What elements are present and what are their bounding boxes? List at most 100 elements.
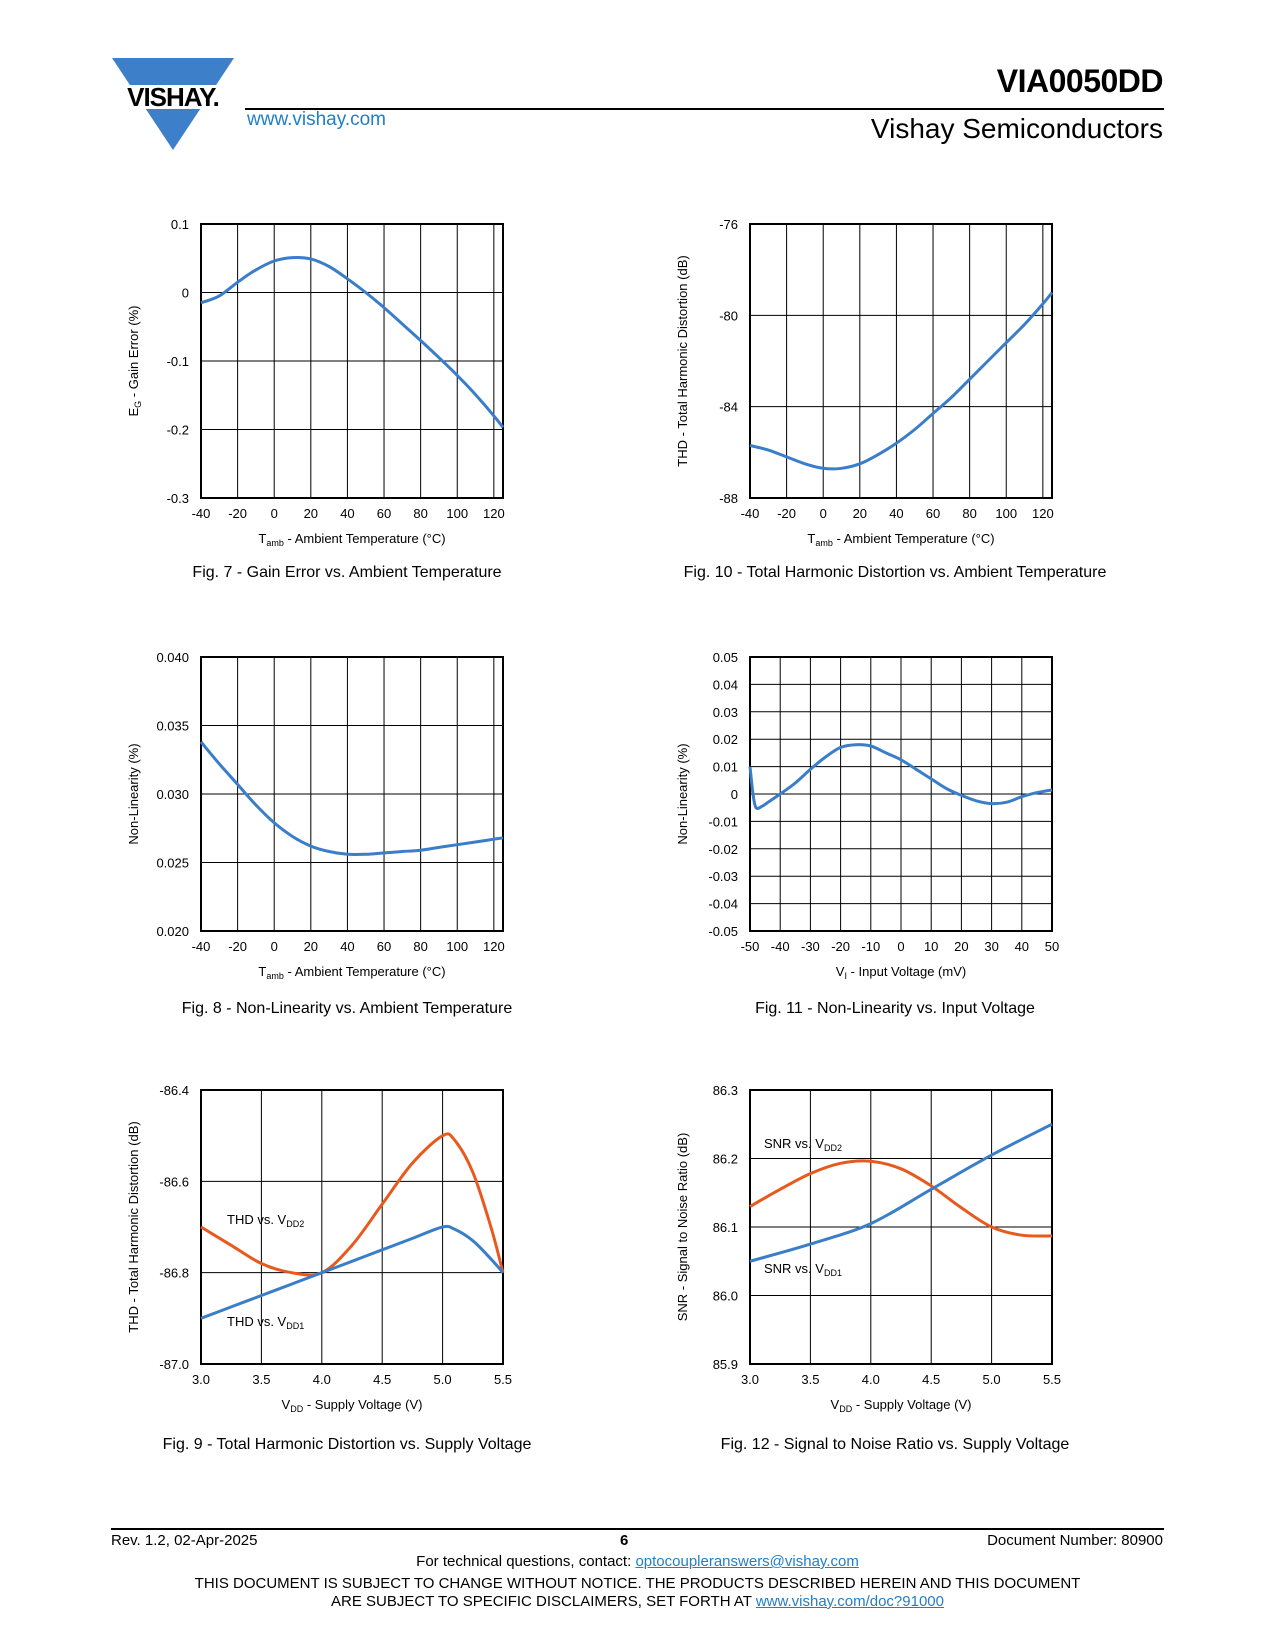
svg-text:VISHAY.: VISHAY. bbox=[127, 82, 219, 112]
y-tick-label: 0.040 bbox=[156, 650, 189, 665]
y-tick-label: -87.0 bbox=[159, 1357, 189, 1372]
fig10-chart: -40 -20 0 20 40 60 80 100 120 -88 -84 -80 -76 Tamb - … bbox=[675, 217, 1054, 548]
disclaimer-line-2: ARE SUBJECT TO SPECIFIC DISCLAIMERS, SET… bbox=[0, 1593, 1275, 1611]
x-axis-label: Tamb - Ambient Temperature (°C) bbox=[258, 531, 445, 548]
y-tick-label: -0.02 bbox=[708, 842, 738, 857]
x-tick-label: 3.0 bbox=[741, 1372, 759, 1387]
series-line-0 bbox=[748, 743, 1053, 810]
x-tick-label: 80 bbox=[413, 939, 427, 954]
fig9-caption: Fig. 9 - Total Harmonic Distortion vs. S… bbox=[162, 1436, 532, 1453]
x-tick-label: -20 bbox=[228, 506, 247, 521]
x-tick-label: 4.0 bbox=[313, 1372, 331, 1387]
contact-line: For technical questions, contact: optoco… bbox=[0, 1553, 1275, 1570]
y-axis-label: SNR - Signal to Noise Ratio (dB) bbox=[675, 1133, 690, 1322]
x-tick-label: 60 bbox=[377, 506, 391, 521]
fig12-chart: 3.0 3.5 4.0 4.5 5.0 5.5 85.9 86.0 86.1 86.2 86.3 VD… bbox=[675, 1083, 1061, 1414]
y-tick-label: 86.2 bbox=[713, 1152, 738, 1167]
disclaimer-link[interactable]: www.vishay.com/doc?91000 bbox=[755, 1593, 944, 1610]
y-tick-label: -84 bbox=[719, 400, 738, 415]
x-tick-label: 20 bbox=[853, 506, 867, 521]
x-tick-label: -50 bbox=[741, 939, 760, 954]
y-tick-label: 86.0 bbox=[713, 1289, 738, 1304]
x-tick-label: 80 bbox=[413, 506, 427, 521]
y-tick-label: -0.1 bbox=[167, 354, 189, 369]
y-tick-label: 86.1 bbox=[713, 1220, 738, 1235]
page-number: 6 bbox=[620, 1532, 629, 1549]
x-tick-label: 5.5 bbox=[1043, 1372, 1061, 1387]
contact-text: For technical questions, contact: bbox=[416, 1553, 636, 1570]
x-tick-label: 30 bbox=[984, 939, 998, 954]
series-line-0 bbox=[200, 1132, 505, 1277]
y-tick-label: -0.05 bbox=[708, 924, 738, 939]
x-tick-label: 80 bbox=[962, 506, 976, 521]
y-tick-label: -76 bbox=[719, 217, 738, 232]
x-tick-label: -20 bbox=[831, 939, 850, 954]
fig9-chart: 3.0 3.5 4.0 4.5 5.0 5.5 -87.0 -86.8 -86.6 -86.4 VD… bbox=[126, 1083, 512, 1414]
disclaimer-text: ARE SUBJECT TO SPECIFIC DISCLAIMERS, SET… bbox=[331, 1593, 756, 1610]
y-tick-label: 0.01 bbox=[713, 760, 738, 775]
contact-email-link[interactable]: optocoupleranswers@vishay.com bbox=[635, 1553, 859, 1570]
y-tick-label: 0.035 bbox=[156, 719, 189, 734]
series-line-0 bbox=[200, 255, 505, 429]
series-line-1 bbox=[200, 1224, 505, 1320]
fig11-chart: -50 -40 -30 -20 -10 0 10 20 30 40 50 -0.05 -0.04 -0.0… bbox=[675, 650, 1059, 981]
y-tick-label: 0.04 bbox=[713, 677, 738, 692]
series-annotation: SNR vs. VDD2 bbox=[764, 1136, 842, 1153]
x-tick-label: 120 bbox=[483, 939, 505, 954]
footer-rule bbox=[111, 1528, 1164, 1530]
y-tick-label: -88 bbox=[719, 491, 738, 506]
x-tick-label: 0 bbox=[897, 939, 904, 954]
x-tick-label: 10 bbox=[924, 939, 938, 954]
y-tick-label: -0.01 bbox=[708, 814, 738, 829]
y-tick-label: 0.025 bbox=[156, 856, 189, 871]
series-annotation: SNR vs. VDD1 bbox=[764, 1261, 842, 1278]
x-tick-label: 20 bbox=[304, 939, 318, 954]
x-tick-label: 40 bbox=[1015, 939, 1029, 954]
x-tick-label: 5.0 bbox=[983, 1372, 1001, 1387]
x-tick-label: 20 bbox=[304, 506, 318, 521]
vishay-logo: VISHAY. bbox=[110, 58, 236, 150]
y-axis-label: EG - Gain Error (%) bbox=[126, 305, 143, 416]
series-annotation: THD vs. VDD1 bbox=[227, 1314, 304, 1331]
y-tick-label: 86.3 bbox=[713, 1083, 738, 1098]
x-tick-label: 3.0 bbox=[192, 1372, 210, 1387]
x-tick-label: -10 bbox=[861, 939, 880, 954]
x-tick-label: -20 bbox=[777, 506, 796, 521]
x-tick-label: -40 bbox=[192, 506, 211, 521]
x-tick-label: 5.0 bbox=[434, 1372, 452, 1387]
part-number: VIA0050DD bbox=[996, 63, 1164, 99]
y-tick-label: -0.03 bbox=[708, 869, 738, 884]
fig11-caption: Fig. 11 - Non-Linearity vs. Input Voltag… bbox=[755, 1000, 1035, 1017]
header-rule bbox=[245, 108, 1164, 110]
fig8-caption: Fig. 8 - Non-Linearity vs. Ambient Tempe… bbox=[181, 1000, 513, 1017]
x-tick-label: 0 bbox=[820, 506, 827, 521]
fig7-chart: -40 -20 0 20 40 60 80 100 120 -0.3 -0.2 -0.1 0 0.1 Tam… bbox=[126, 217, 505, 548]
x-tick-label: 4.0 bbox=[862, 1372, 880, 1387]
x-tick-label: -30 bbox=[801, 939, 820, 954]
x-tick-label: 4.5 bbox=[922, 1372, 940, 1387]
x-tick-label: 3.5 bbox=[252, 1372, 270, 1387]
x-tick-label: 5.5 bbox=[494, 1372, 512, 1387]
series-line-0 bbox=[749, 1159, 1053, 1238]
x-axis-label: VI - Input Voltage (mV) bbox=[836, 964, 966, 981]
y-axis-label: THD - Total Harmonic Distortion (dB) bbox=[126, 1121, 141, 1332]
x-tick-label: -20 bbox=[228, 939, 247, 954]
fig10-caption: Fig. 10 - Total Harmonic Distortion vs. … bbox=[683, 564, 1107, 581]
y-axis-label: THD - Total Harmonic Distortion (dB) bbox=[675, 255, 690, 466]
y-tick-label: 0.05 bbox=[713, 650, 738, 665]
x-tick-label: 40 bbox=[340, 939, 354, 954]
y-tick-label: -80 bbox=[719, 308, 738, 323]
x-tick-label: 20 bbox=[954, 939, 968, 954]
series-line-1 bbox=[749, 1122, 1053, 1263]
disclaimer-line-1: THIS DOCUMENT IS SUBJECT TO CHANGE WITHO… bbox=[194, 1575, 1081, 1592]
plot-frame bbox=[749, 223, 1053, 499]
x-tick-label: 0 bbox=[271, 506, 278, 521]
x-tick-label: 120 bbox=[1032, 506, 1054, 521]
x-axis-label: Tamb - Ambient Temperature (°C) bbox=[258, 964, 445, 981]
x-tick-label: 40 bbox=[340, 506, 354, 521]
x-tick-label: 0 bbox=[271, 939, 278, 954]
y-tick-label: 0.03 bbox=[713, 705, 738, 720]
x-tick-label: -40 bbox=[771, 939, 790, 954]
vishay-url[interactable]: www.vishay.com bbox=[247, 109, 387, 130]
series-annotation: THD vs. VDD2 bbox=[227, 1212, 304, 1229]
